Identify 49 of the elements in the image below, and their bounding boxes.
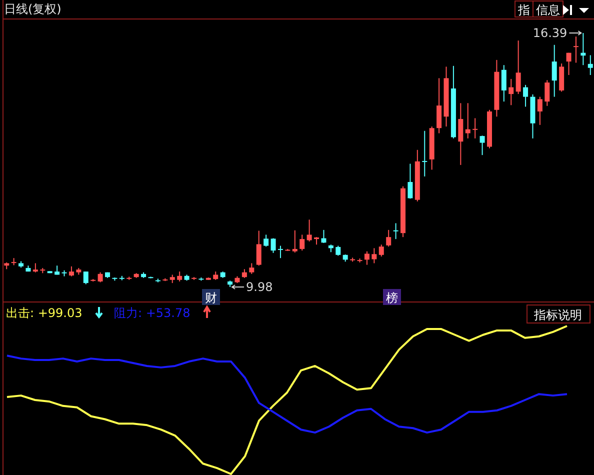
candlestick	[537, 96, 542, 126]
candlestick	[336, 245, 341, 256]
candlestick	[573, 36, 578, 64]
candlestick	[588, 54, 593, 76]
candlestick	[300, 234, 305, 252]
candlestick	[508, 78, 514, 106]
candlestick	[516, 40, 521, 95]
candlestick	[422, 130, 428, 177]
candlestick	[83, 271, 88, 285]
chart-title: 日线(复权)	[4, 2, 62, 16]
candlestick	[465, 102, 470, 139]
candlestick	[270, 238, 276, 254]
text: 出击: +99.03	[6, 306, 82, 320]
candlestick	[544, 80, 550, 106]
candlestick	[566, 52, 572, 76]
candlestick	[372, 248, 377, 264]
candlestick	[364, 250, 370, 266]
text: 榜	[386, 291, 398, 305]
candlestick	[278, 245, 283, 259]
annotation: 9.98	[246, 280, 273, 294]
candlestick	[256, 230, 262, 266]
candlestick	[408, 163, 413, 200]
text: 信息	[536, 3, 560, 17]
candlestick	[580, 32, 586, 66]
annotation: 16.39	[532, 26, 568, 40]
candlestick	[264, 234, 269, 248]
candlestick	[523, 84, 528, 108]
candlestick	[378, 244, 384, 257]
candlestick	[292, 230, 298, 254]
candlestick	[321, 229, 326, 244]
candlestick	[552, 44, 557, 98]
candlestick	[480, 135, 485, 156]
text: 阻力: +53.78	[114, 306, 190, 320]
candlestick	[68, 266, 74, 277]
text: 指标说明	[533, 308, 582, 322]
candlestick	[386, 229, 392, 248]
text: 财	[205, 291, 217, 305]
candlestick	[393, 222, 398, 240]
candlestick	[32, 262, 38, 273]
candlestick	[177, 271, 182, 282]
candlestick	[501, 64, 506, 102]
candlestick	[472, 118, 478, 139]
text: 指	[517, 3, 530, 17]
candlestick	[249, 262, 254, 274]
candlestick	[458, 102, 464, 166]
candlestick	[98, 272, 103, 283]
candlestick	[436, 78, 442, 134]
candlestick	[306, 219, 312, 242]
candlestick	[559, 63, 564, 92]
